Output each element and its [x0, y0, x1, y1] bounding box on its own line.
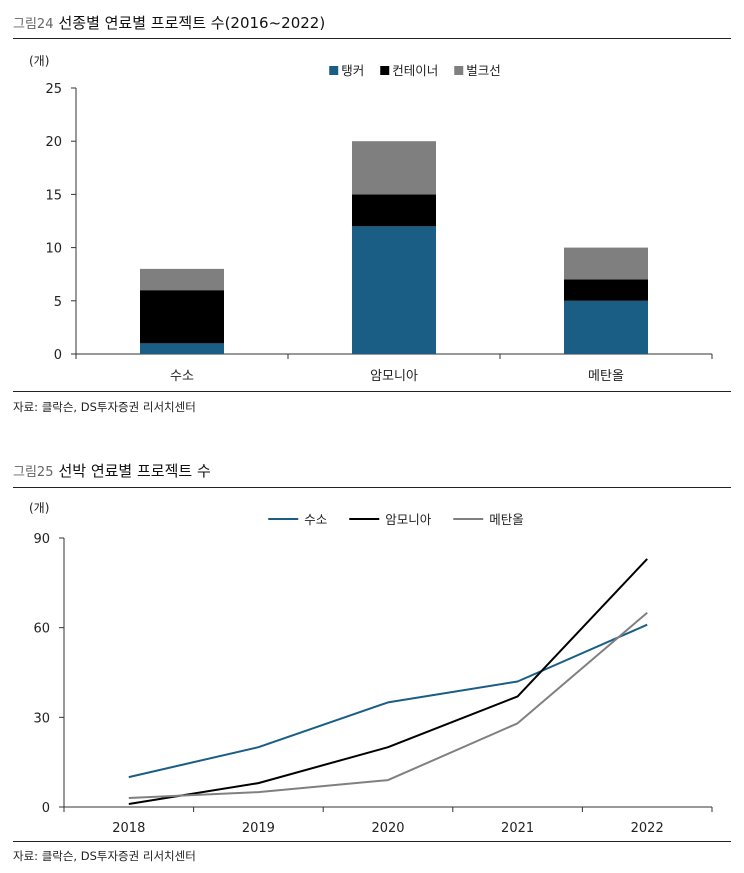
legend-label-2: 벌크선 [466, 63, 501, 78]
y-tick-label: 0 [42, 801, 50, 816]
x-tick-label: 2020 [371, 821, 404, 836]
source-note: 자료: 클락슨, DS투자증권 리서치센터 [13, 400, 196, 414]
figure-title-text: 선종별 연료별 프로젝트 수(2016~2022) [58, 14, 326, 32]
y-tick-label: 60 [33, 622, 50, 637]
bar-segment-컨테이너-메탄올 [564, 279, 648, 301]
y-tick-label: 90 [33, 532, 50, 547]
bar-segment-벌크선-수소 [140, 268, 224, 291]
y-unit-label: (개) [29, 54, 49, 68]
legend-label-1: 암모니아 [385, 512, 432, 527]
x-tick-label: 2018 [112, 821, 145, 836]
series-line-암모니아 [128, 558, 648, 805]
legend-label-1: 컨테이너 [392, 63, 438, 78]
figure-title: 그림25 선박 연료별 프로젝트 수 [13, 458, 211, 484]
y-tick-label: 10 [45, 242, 62, 257]
source-note: 자료: 클락슨, DS투자증권 리서치센터 [13, 849, 196, 863]
figure-title: 그림24 선종별 연료별 프로젝트 수(2016~2022) [13, 10, 325, 36]
y-tick-label: 0 [54, 348, 62, 363]
title-rule [13, 38, 731, 39]
y-tick-label: 15 [45, 188, 62, 203]
legend-label-2: 메탄올 [489, 512, 524, 527]
stacked-bar-chart: (개) 탱커 컨테이너 벌크선 0 5 10 15 20 25 수소 암모니아 메탄올 [29, 54, 713, 384]
y-tick-label: 25 [45, 82, 62, 97]
bar-segment-컨테이너-암모니아 [352, 194, 436, 227]
bar-segment-컨테이너-수소 [140, 290, 224, 344]
x-tick-label: 수소 [170, 369, 194, 384]
y-tick-label: 20 [45, 135, 62, 150]
source-rule [13, 391, 731, 392]
x-tick-label: 2019 [242, 821, 275, 836]
source-rule [13, 841, 731, 842]
x-tick-label: 메탄올 [588, 369, 624, 384]
y-tick-label: 30 [33, 711, 50, 726]
legend-swatch-1 [380, 66, 390, 75]
x-tick-label: 암모니아 [370, 369, 418, 384]
bar-segment-탱커-수소 [140, 343, 224, 354]
bar-segment-벌크선-메탄올 [564, 247, 648, 280]
figure-number: 그림25 [13, 465, 54, 480]
title-rule [13, 487, 731, 488]
bar-segment-벌크선-암모니아 [352, 141, 436, 195]
y-tick-label: 5 [54, 295, 62, 310]
legend-swatch-0 [329, 66, 339, 75]
line-chart: (개) 수소 암모니아 메탄올 0 30 60 90 2018 2019 2020 2021 2022 [29, 501, 713, 836]
legend-label-0: 탱커 [341, 63, 364, 78]
y-unit-label: (개) [29, 501, 49, 515]
figure-title-text: 선박 연료별 프로젝트 수 [58, 462, 211, 480]
legend-swatch-2 [454, 66, 464, 75]
x-tick-label: 2022 [631, 821, 664, 836]
legend-label-0: 수소 [304, 512, 327, 527]
bar-segment-탱커-메탄올 [564, 300, 648, 354]
x-tick-label: 2021 [501, 821, 534, 836]
figure-number: 그림24 [13, 17, 54, 32]
bar-segment-탱커-암모니아 [352, 226, 436, 354]
series-line-수소 [128, 623, 648, 779]
